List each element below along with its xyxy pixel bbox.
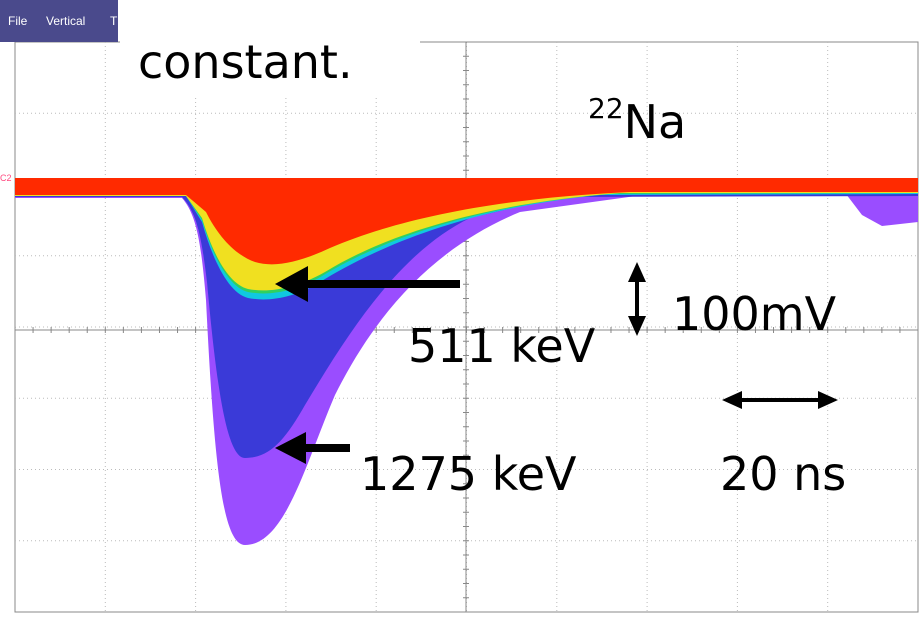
scale-label: 100mV [672, 287, 837, 341]
page: File Vertical T C2 constant. 22Na 511 ke… [0, 0, 921, 619]
scope-screenshot: File Vertical T C2 constant. 22Na 511 ke… [0, 0, 921, 619]
scale-label: 20 ns [720, 447, 846, 501]
isotope-symbol: Na [624, 95, 687, 149]
menu-item[interactable]: T [110, 14, 118, 28]
peak-label: 1275 keV [360, 447, 577, 501]
channel-label: C2 [0, 173, 12, 183]
menu-item[interactable]: Vertical [46, 14, 85, 28]
menu-item[interactable]: File [8, 14, 28, 28]
isotope-mass: 22 [588, 92, 624, 125]
slide-title: constant. [138, 35, 353, 89]
peak-label: 511 keV [408, 319, 596, 373]
